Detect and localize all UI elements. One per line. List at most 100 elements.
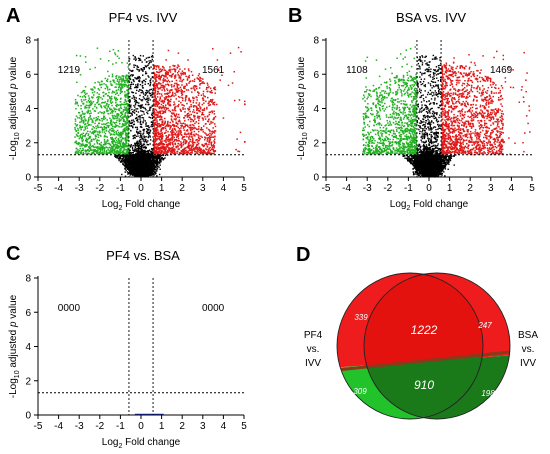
down-point xyxy=(77,143,79,145)
ns-point xyxy=(127,173,129,175)
ns-point xyxy=(143,141,146,143)
down-point xyxy=(107,106,109,108)
down-point xyxy=(110,99,112,102)
down-point xyxy=(117,145,119,147)
down-point xyxy=(85,119,87,122)
ns-point xyxy=(142,168,145,171)
down-point xyxy=(121,146,123,149)
ns-point xyxy=(131,169,133,172)
ns-point xyxy=(145,155,147,157)
ns-point xyxy=(131,146,134,148)
ns-point xyxy=(149,173,151,175)
down-point xyxy=(86,141,88,143)
ns-point xyxy=(142,67,145,69)
down-point xyxy=(109,112,112,114)
ns-point xyxy=(131,161,133,163)
ns-point xyxy=(147,129,149,132)
ns-point xyxy=(138,167,140,169)
down-point xyxy=(103,143,106,146)
down-point xyxy=(124,133,127,135)
down-point xyxy=(127,134,129,136)
ns-point xyxy=(139,164,142,166)
down-point xyxy=(121,117,123,119)
ns-point xyxy=(127,162,129,165)
down-point xyxy=(97,81,99,83)
ns-point xyxy=(155,172,157,175)
down-point xyxy=(93,94,95,96)
ns-point xyxy=(134,164,136,166)
down-point xyxy=(99,58,102,60)
down-point xyxy=(120,135,123,138)
down-point xyxy=(110,123,113,125)
down-point xyxy=(120,76,122,78)
ns-point xyxy=(132,161,134,164)
ns-point xyxy=(149,130,151,133)
down-point xyxy=(80,99,83,101)
ns-point xyxy=(155,169,157,171)
down-point xyxy=(89,141,91,143)
ns-point xyxy=(150,66,152,68)
down-point xyxy=(105,135,107,138)
ns-point xyxy=(143,135,145,137)
ns-point xyxy=(128,109,131,111)
down-point xyxy=(100,106,103,109)
ns-point xyxy=(134,154,137,157)
ns-point xyxy=(148,169,150,172)
down-point xyxy=(125,123,128,125)
ns-point xyxy=(150,157,153,159)
ns-point xyxy=(148,169,151,171)
down-point xyxy=(98,96,100,98)
ns-point xyxy=(129,106,131,108)
ns-point xyxy=(147,140,149,142)
down-point xyxy=(110,97,112,100)
ns-point xyxy=(154,171,156,173)
down-point xyxy=(114,147,116,150)
ns-point xyxy=(141,160,144,163)
down-point xyxy=(85,150,88,152)
ns-point xyxy=(125,156,127,159)
ns-point xyxy=(148,156,151,158)
ns-point xyxy=(149,135,151,137)
down-point xyxy=(109,80,112,83)
down-point xyxy=(125,135,128,137)
ns-point xyxy=(151,147,153,150)
ns-point xyxy=(147,172,149,175)
down-point xyxy=(75,150,77,153)
ns-point xyxy=(135,159,138,161)
ns-point xyxy=(130,157,132,159)
ns-point xyxy=(137,111,140,113)
ns-point xyxy=(150,166,152,168)
ns-point xyxy=(141,166,143,169)
ns-point xyxy=(133,64,135,66)
ns-point xyxy=(132,154,135,156)
down-point xyxy=(106,119,108,121)
down-point xyxy=(96,92,99,94)
ns-point xyxy=(148,160,150,162)
ns-point xyxy=(154,165,157,168)
down-point xyxy=(84,123,87,126)
down-point xyxy=(106,108,108,110)
ns-point xyxy=(129,169,132,172)
ns-point xyxy=(131,171,134,173)
down-point xyxy=(123,119,125,121)
down-point xyxy=(84,107,86,109)
ns-point xyxy=(150,169,152,171)
ns-point xyxy=(158,156,161,158)
down-point xyxy=(104,93,107,95)
ns-point xyxy=(136,159,139,162)
ns-point xyxy=(143,172,145,174)
down-point xyxy=(127,149,129,152)
down-point xyxy=(79,125,82,128)
ns-point xyxy=(144,83,146,85)
down-point xyxy=(74,141,77,144)
down-point xyxy=(111,150,114,153)
down-point xyxy=(125,144,127,146)
ns-point xyxy=(150,124,153,126)
down-point xyxy=(125,77,127,80)
down-point xyxy=(127,121,129,123)
ns-point xyxy=(134,157,137,159)
down-point xyxy=(124,94,126,97)
ns-point xyxy=(149,151,152,153)
down-point xyxy=(117,94,120,97)
down-point xyxy=(120,97,122,100)
